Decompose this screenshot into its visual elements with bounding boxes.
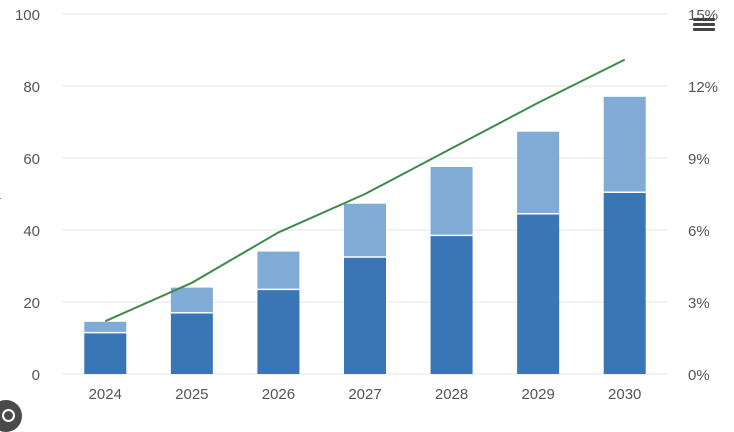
bar-segment-bottom — [84, 332, 127, 374]
y2-tick-label: 9% — [688, 151, 710, 168]
bar-segment-top — [170, 287, 213, 313]
bar-segment-bottom — [603, 192, 646, 374]
y-tick-label: 60 — [23, 151, 40, 168]
x-tick-label: 2027 — [348, 386, 381, 403]
y-tick-label: 80 — [23, 79, 40, 96]
x-tick-label: 2026 — [262, 386, 295, 403]
chart: 0 20 40 60 80 100 0% 3% 6% 9% 12% 15% $bn 2024 2025 202… — [0, 7, 718, 403]
y2-tick-label: 12% — [688, 79, 718, 96]
y2-tick-label: 6% — [688, 223, 710, 240]
y-tick-label: 0 — [32, 367, 40, 384]
bar-segment-top — [344, 203, 386, 257]
bar-segment-top — [517, 131, 560, 214]
bar-segment-bottom — [517, 213, 560, 374]
x-tick-label: 2029 — [521, 386, 554, 403]
x-tick-label: 2025 — [175, 386, 208, 403]
bar-segment-top — [603, 96, 646, 193]
bar-segment-top — [257, 251, 300, 290]
y-tick-label: 100 — [15, 7, 40, 24]
bar-segment-bottom — [170, 312, 213, 374]
y2-tick-label: 3% — [688, 295, 710, 312]
hamburger-menu-icon[interactable] — [693, 16, 715, 36]
bar-segment-top — [84, 321, 127, 333]
x-tick-label: 2028 — [435, 386, 468, 403]
growth-line — [104, 58, 626, 323]
bar-segment-bottom — [257, 289, 300, 374]
x-tick-label: 2024 — [89, 386, 122, 403]
y-tick-label: 20 — [23, 295, 40, 312]
bar-segment-top — [430, 167, 473, 236]
bar-segment-bottom — [344, 257, 386, 374]
x-tick-label: 2030 — [608, 386, 641, 403]
y2-tick-label: 0% — [688, 367, 710, 384]
bar-segment-bottom — [430, 235, 473, 374]
y-tick-label: 40 — [23, 223, 40, 240]
y-axis-label: $bn — [0, 182, 3, 202]
